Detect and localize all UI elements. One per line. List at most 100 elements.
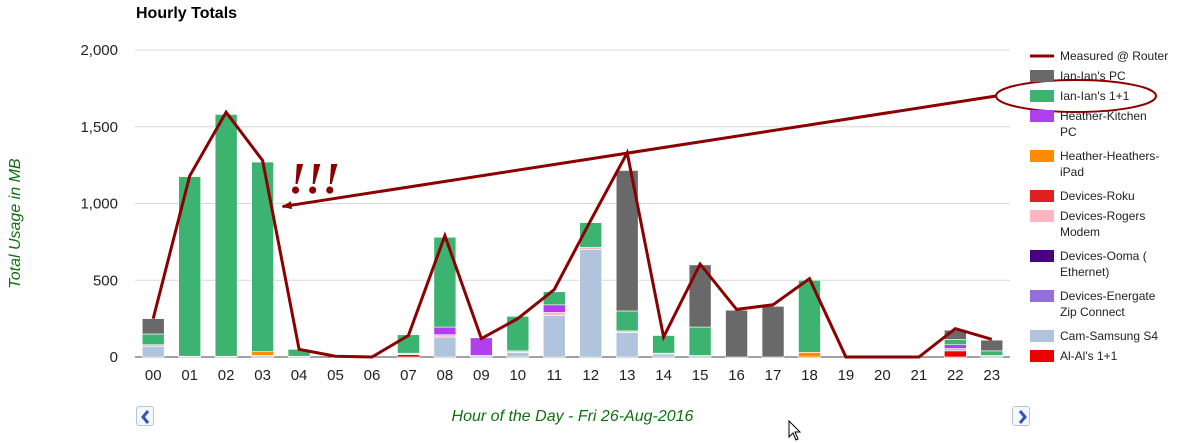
annotation-arrow xyxy=(281,94,997,210)
bar-segment xyxy=(944,339,967,346)
x-tick-label: 09 xyxy=(473,367,490,384)
legend-swatch xyxy=(1030,210,1054,222)
x-tick-label: 22 xyxy=(947,367,964,384)
annotation-exclamation: !!! xyxy=(289,154,340,203)
legend: Measured @ Router Ian-Ian's PC Ian-Ian's 1… xyxy=(1030,49,1168,363)
x-tick-label: 21 xyxy=(911,367,928,384)
x-tick-label: 04 xyxy=(291,367,308,384)
bar-segment xyxy=(214,114,238,357)
bar-segment xyxy=(944,350,967,358)
bar-segment xyxy=(542,304,566,313)
bar-segment xyxy=(944,348,967,352)
mouse-pointer-icon xyxy=(788,420,802,441)
bar-segment xyxy=(944,344,967,349)
legend-label: Modem xyxy=(1060,225,1100,239)
bar-segment xyxy=(579,246,603,250)
y-axis-label: Total Usage in MB xyxy=(7,158,24,288)
x-tick-label: 05 xyxy=(327,367,344,384)
legend-label: Heather-Kitchen xyxy=(1060,109,1147,123)
y-tick-label: 1,500 xyxy=(80,119,118,136)
measured-router-line xyxy=(151,109,993,359)
chevron-right-icon xyxy=(1018,410,1027,424)
x-tick-label: 15 xyxy=(692,367,709,384)
x-tick-label: 20 xyxy=(874,367,891,384)
legend-swatch xyxy=(1030,190,1054,202)
bar-segment xyxy=(980,339,1004,352)
bar-segment xyxy=(433,326,457,336)
legend-swatch xyxy=(1030,290,1054,302)
legend-swatch xyxy=(1030,330,1054,342)
bar-segment xyxy=(542,315,566,358)
x-tick-label: 14 xyxy=(655,367,672,384)
x-tick-label: 01 xyxy=(181,367,198,384)
bar-segment xyxy=(725,309,748,358)
legend-label: Ian-Ian's 1+1 xyxy=(1060,89,1130,103)
x-axis-ticks: 00 01 02 03 04 05 06 07 08 09 10 11 12 13 14 15 16 17 18 19… xyxy=(145,367,1000,384)
bar-segment xyxy=(141,333,165,346)
y-tick-label: 1,000 xyxy=(80,196,118,213)
next-day-button[interactable] xyxy=(1012,406,1030,426)
x-tick-label: 07 xyxy=(400,367,417,384)
bar-segment xyxy=(542,312,566,316)
legend-label: Ethernet) xyxy=(1060,265,1109,279)
bar-segment xyxy=(688,326,712,356)
legend-swatch xyxy=(1030,250,1054,262)
x-tick-label: 12 xyxy=(582,367,599,384)
x-tick-label: 16 xyxy=(728,367,745,384)
annotation-highlight-ellipse xyxy=(995,79,1157,113)
bar-segment xyxy=(798,279,821,353)
bar-segment xyxy=(798,352,821,358)
bar-segment xyxy=(433,336,457,358)
x-tick-label: 11 xyxy=(546,367,562,384)
chart-title: Hourly Totals xyxy=(136,5,237,22)
x-tick-label: 08 xyxy=(437,367,454,384)
x-tick-label: 13 xyxy=(619,367,636,384)
legend-swatch xyxy=(1030,150,1054,162)
legend-label: PC xyxy=(1060,125,1077,139)
bar-segment xyxy=(251,351,274,356)
x-tick-label: 06 xyxy=(364,367,381,384)
bar-segment xyxy=(141,345,165,358)
chevron-left-icon xyxy=(141,410,150,424)
legend-label: Measured @ Router xyxy=(1060,49,1168,63)
bar-segment xyxy=(652,353,675,358)
bar-segment xyxy=(251,161,274,352)
bar-segment xyxy=(397,334,420,354)
legend-label: Zip Connect xyxy=(1060,305,1125,319)
x-tick-label: 00 xyxy=(145,367,162,384)
bar-segment xyxy=(542,291,566,306)
bar-segment xyxy=(506,352,530,358)
bar-segment xyxy=(615,332,639,358)
bar-segment xyxy=(141,318,165,335)
bar-segment xyxy=(470,337,493,356)
x-tick-label: 10 xyxy=(509,367,526,384)
bar-segment xyxy=(615,310,639,332)
bar-segment xyxy=(980,350,1004,356)
x-tick-label: 17 xyxy=(765,367,782,384)
legend-label: iPad xyxy=(1060,165,1084,179)
bar-segment xyxy=(615,170,639,312)
y-tick-label: 500 xyxy=(93,272,118,289)
legend-swatch xyxy=(1030,90,1054,102)
legend-label: Ian-Ian's PC xyxy=(1060,69,1126,83)
x-tick-label: 19 xyxy=(838,367,855,384)
bar-segment xyxy=(433,236,457,328)
legend-swatch xyxy=(1030,70,1054,82)
legend-label: Devices-Ooma ( xyxy=(1060,249,1147,263)
x-tick-label: 03 xyxy=(254,367,271,384)
legend-label: Devices-Rogers xyxy=(1060,209,1145,223)
legend-label: Cam-Samsung S4 xyxy=(1060,329,1158,343)
bar-segment xyxy=(761,306,785,358)
bar-segment xyxy=(579,249,603,358)
previous-day-button[interactable] xyxy=(136,406,154,426)
legend-label: Al-Al's 1+1 xyxy=(1060,349,1118,363)
legend-label: Devices-Energate xyxy=(1060,289,1156,303)
bar-segment xyxy=(433,334,457,338)
legend-swatch xyxy=(1030,110,1054,122)
legend-swatch xyxy=(1030,350,1054,362)
legend-label: Heather-Heathers- xyxy=(1060,149,1159,163)
bar-segment xyxy=(506,316,530,352)
x-tick-label: 18 xyxy=(801,367,818,384)
legend-label: Devices-Roku xyxy=(1060,189,1135,203)
